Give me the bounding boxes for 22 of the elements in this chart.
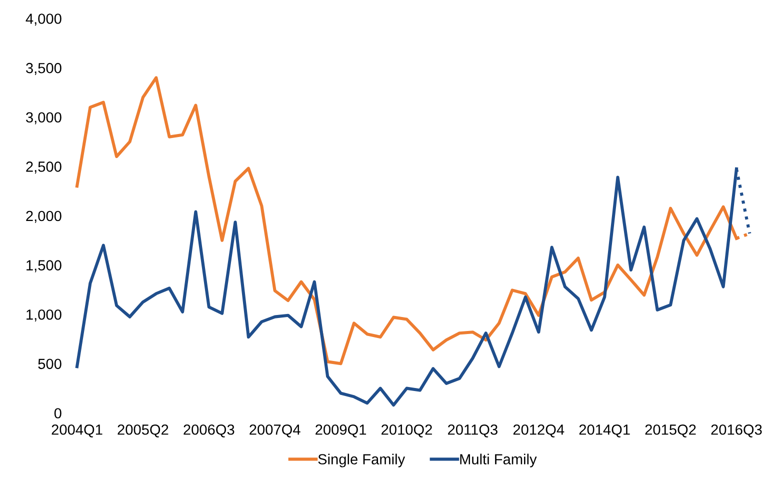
x-tick-label: 2009Q1 bbox=[316, 424, 366, 438]
x-tick-label: 2004Q1 bbox=[52, 424, 102, 438]
x-tick-label: 2005Q2 bbox=[118, 424, 168, 438]
x-tick-label: 2011Q3 bbox=[448, 424, 498, 438]
y-tick-label: 2,500 bbox=[26, 162, 62, 174]
y-tick-label: 1,000 bbox=[26, 309, 62, 322]
y-tick-label: 0 bbox=[54, 408, 62, 418]
legend-label: Single Family bbox=[318, 454, 406, 468]
x-tick-label: 2016Q3 bbox=[711, 424, 762, 438]
legend-label: Multi Family bbox=[460, 454, 537, 468]
y-tick-label: 1,500 bbox=[26, 260, 62, 272]
x-tick-label: 2007Q4 bbox=[250, 424, 300, 438]
y-tick-label: 500 bbox=[38, 358, 62, 370]
x-tick-label: 2010Q2 bbox=[382, 424, 432, 438]
y-tick-label: 4,000 bbox=[26, 14, 62, 26]
x-tick-label: 2006Q3 bbox=[184, 424, 234, 438]
y-tick-label: 3,500 bbox=[26, 62, 62, 75]
x-tick-label: 2015Q2 bbox=[645, 424, 696, 438]
x-tick-label: 2014Q1 bbox=[579, 424, 630, 438]
y-tick-label: 2,000 bbox=[26, 210, 62, 223]
y-tick-label: 3,000 bbox=[26, 112, 62, 124]
x-tick-label: 2012Q4 bbox=[513, 424, 564, 438]
